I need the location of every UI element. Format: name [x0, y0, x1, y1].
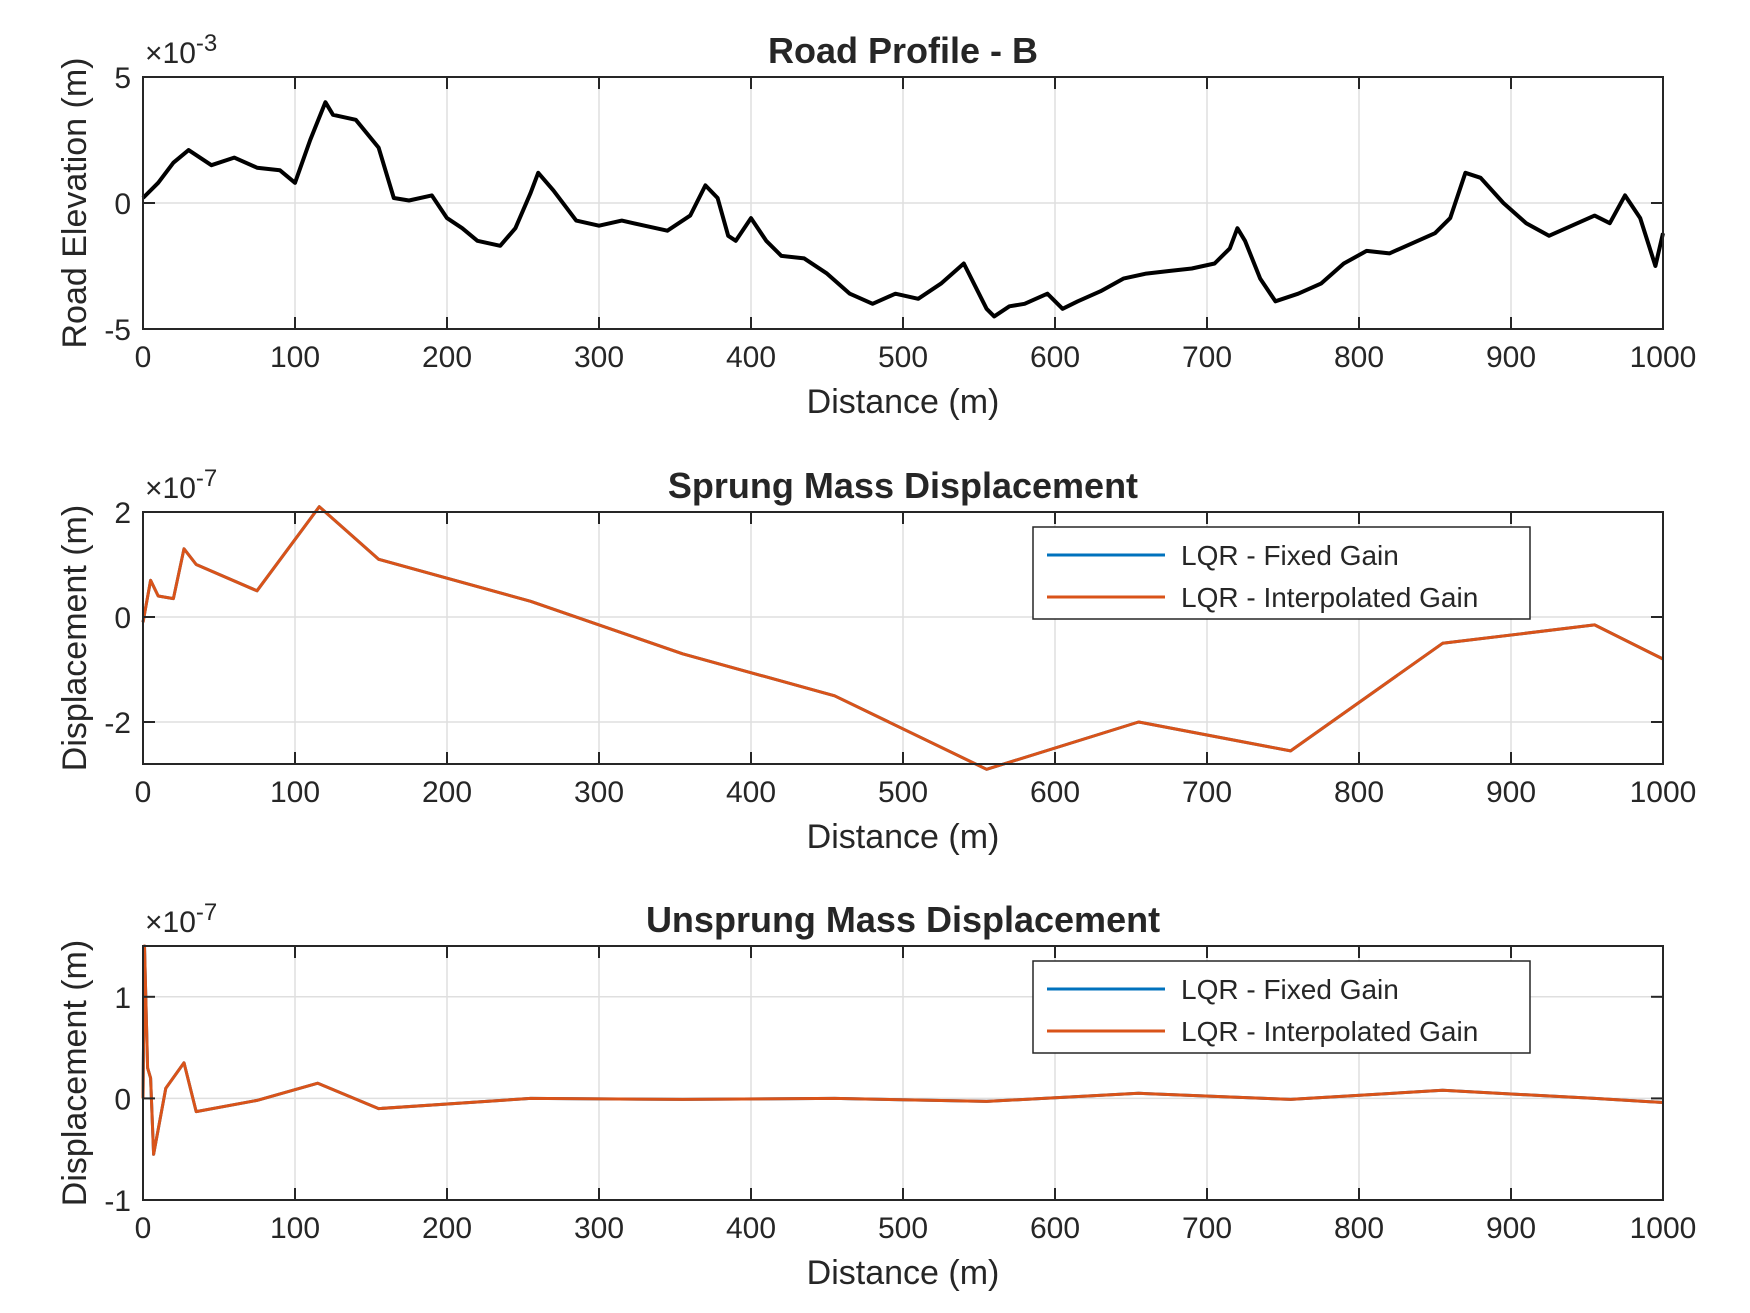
- y-tick-label: 1: [114, 982, 131, 1015]
- y-tick-label: 0: [114, 602, 131, 635]
- chart-title: Unsprung Mass Displacement: [646, 899, 1160, 940]
- y-tick-label: 2: [114, 497, 131, 530]
- x-tick-label: 900: [1486, 341, 1536, 374]
- y-axis-label: Road Elevation (m): [56, 57, 94, 348]
- x-tick-label: 100: [270, 1212, 320, 1245]
- x-tick-label: 500: [878, 776, 928, 809]
- x-tick-label: 700: [1182, 341, 1232, 374]
- x-tick-label: 400: [726, 776, 776, 809]
- x-tick-label: 100: [270, 341, 320, 374]
- x-tick-label: 500: [878, 341, 928, 374]
- x-tick-label: 700: [1182, 776, 1232, 809]
- x-tick-label: 400: [726, 1212, 776, 1245]
- x-tick-label: 1000: [1630, 776, 1697, 809]
- legend-label-2: LQR - Interpolated Gain: [1181, 1016, 1478, 1047]
- series-line-1: [141, 100, 1665, 319]
- x-tick-label: 300: [574, 776, 624, 809]
- legend-label-1: LQR - Fixed Gain: [1181, 974, 1399, 1005]
- x-tick-label: 400: [726, 341, 776, 374]
- x-tick-label: 800: [1334, 1212, 1384, 1245]
- y-tick-label: 0: [114, 1083, 131, 1116]
- x-axis-label: Distance (m): [807, 383, 1000, 421]
- x-tick-label: 600: [1030, 776, 1080, 809]
- y-tick-label: -5: [104, 314, 131, 347]
- legend: LQR - Fixed Gain LQR - Interpolated Gain: [1032, 526, 1531, 620]
- y-tick-label: -2: [104, 707, 131, 740]
- chart-title: Sprung Mass Displacement: [668, 465, 1138, 506]
- legend-label-2: LQR - Interpolated Gain: [1181, 582, 1478, 613]
- x-tick-label: 500: [878, 1212, 928, 1245]
- y-axis-label: Displacement (m): [56, 505, 94, 771]
- x-tick-label: 800: [1334, 341, 1384, 374]
- legend-box: [1032, 526, 1531, 620]
- x-axis-label: Distance (m): [807, 818, 1000, 856]
- x-tick-label: 1000: [1630, 341, 1697, 374]
- y-tick-label: 0: [114, 188, 131, 221]
- y-tick-label: -1: [104, 1185, 131, 1218]
- chart-panel-1: 0 100 200 300 400 500 600 700 800 900 1000-505×10-…: [56, 30, 1696, 421]
- y-axis-label: Displacement (m): [56, 940, 94, 1206]
- y-exponent-label: ×10-3: [145, 30, 217, 70]
- x-tick-label: 0: [135, 341, 152, 374]
- x-tick-label: 200: [422, 776, 472, 809]
- x-tick-label: 200: [422, 341, 472, 374]
- x-axis-label: Distance (m): [807, 1254, 1000, 1292]
- x-tick-label: 0: [135, 1212, 152, 1245]
- x-tick-label: 800: [1334, 776, 1384, 809]
- y-exponent-label: ×10-7: [145, 899, 217, 939]
- chart-panel-2: 0 100 200 300 400 500 600 700 800 900 1000 -2 0 2 ×10-…: [56, 465, 1696, 856]
- x-tick-label: 0: [135, 776, 152, 809]
- chart-panel-3: 0 100 200 300 400 500 600 700 800 900 1000-101×10-…: [56, 899, 1696, 1292]
- chart-title: Road Profile - B: [768, 30, 1038, 71]
- y-exponent-label: ×10-7: [145, 465, 217, 505]
- series-line-2: [141, 944, 1664, 1156]
- x-tick-label: 900: [1486, 776, 1536, 809]
- legend-label-1: LQR - Fixed Gain: [1181, 540, 1399, 571]
- x-tick-label: 100: [270, 776, 320, 809]
- x-tick-label: 700: [1182, 1212, 1232, 1245]
- x-tick-label: 900: [1486, 1212, 1536, 1245]
- legend: LQR - Fixed Gain LQR - Interpolated Gain: [1032, 960, 1531, 1054]
- series-line-2: [141, 505, 1664, 771]
- legend-box: [1032, 960, 1531, 1054]
- x-tick-label: 600: [1030, 341, 1080, 374]
- x-tick-label: 600: [1030, 1212, 1080, 1245]
- x-tick-label: 300: [574, 1212, 624, 1245]
- x-tick-label: 200: [422, 1212, 472, 1245]
- x-tick-label: 1000: [1630, 1212, 1697, 1245]
- x-tick-label: 300: [574, 341, 624, 374]
- y-tick-label: 5: [114, 62, 131, 95]
